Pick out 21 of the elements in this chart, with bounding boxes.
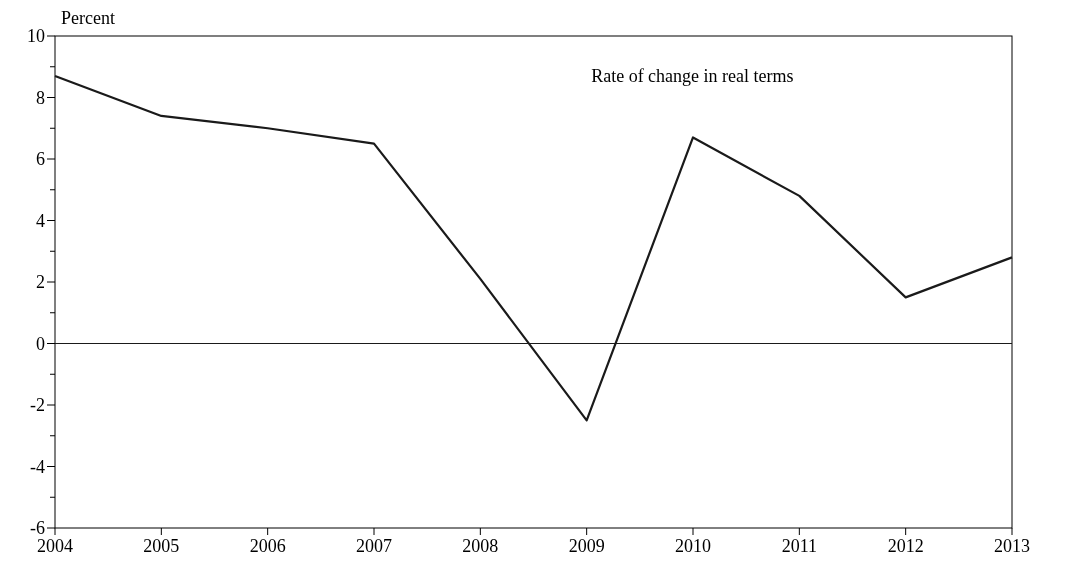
x-tick-label: 2010 bbox=[675, 536, 711, 556]
y-tick-label: -2 bbox=[30, 395, 45, 416]
x-tick-label: 2011 bbox=[781, 536, 818, 556]
x-tick-label: 2007 bbox=[356, 536, 392, 556]
y-tick-label: 6 bbox=[36, 149, 45, 170]
x-tick-label: 2005 bbox=[143, 536, 180, 556]
x-tick-label: 2009 bbox=[568, 536, 605, 556]
y-tick-label: 8 bbox=[36, 87, 45, 108]
y-tick-label: 10 bbox=[27, 26, 45, 47]
x-tick-label: 2012 bbox=[887, 536, 924, 556]
y-tick-label: 0 bbox=[36, 333, 45, 354]
y-tick-label: 2 bbox=[36, 272, 45, 293]
y-axis-title: Percent bbox=[61, 8, 115, 28]
x-tick-label: 2008 bbox=[462, 536, 499, 556]
y-tick-label: -4 bbox=[30, 456, 45, 477]
x-tick-label: 2006 bbox=[249, 536, 286, 556]
x-tick-label: 2013 bbox=[994, 536, 1030, 556]
y-tick-label: -6 bbox=[30, 518, 45, 539]
x-tick-label: 2004 bbox=[37, 536, 73, 556]
text: Rate of change in real terms bbox=[591, 66, 794, 86]
y-tick-label: 4 bbox=[36, 210, 45, 231]
